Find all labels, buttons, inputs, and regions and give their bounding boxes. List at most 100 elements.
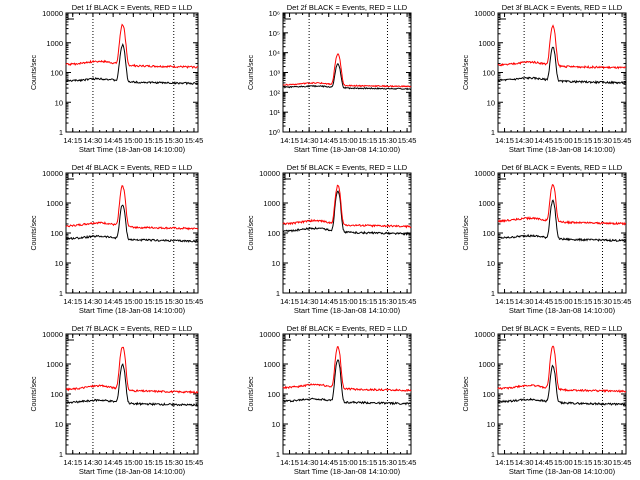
series-line-lld bbox=[282, 52, 412, 88]
y-tick-label: 10¹ bbox=[269, 108, 280, 117]
x-tick-label: 15:00 bbox=[554, 458, 573, 467]
x-axis-label: Start Time (18-Jan-08 14:10:00) bbox=[79, 145, 186, 154]
panel-title: Det 2f BLACK = Events, RED = LLD bbox=[287, 3, 408, 12]
x-tick-label: 15:15 bbox=[359, 136, 378, 145]
panel-title: Det 1f BLACK = Events, RED = LLD bbox=[72, 3, 193, 12]
x-tick-label: 15:45 bbox=[613, 458, 632, 467]
y-tick-label: 1 bbox=[491, 128, 495, 137]
y-tick-label: 100 bbox=[267, 229, 280, 238]
panel-det-9: 1 10 100 1000 10000 14:15 14:30 14:45 15:00 15:15… bbox=[463, 324, 631, 476]
y-tick-label: 100 bbox=[267, 390, 280, 399]
y-tick-label: 1 bbox=[491, 289, 495, 298]
x-tick-label: 14:45 bbox=[534, 136, 553, 145]
x-tick-label: 14:15 bbox=[280, 136, 299, 145]
x-tick-label: 15:00 bbox=[339, 297, 358, 306]
y-tick-label: 1 bbox=[59, 128, 63, 137]
y-tick-label: 10 bbox=[487, 98, 495, 107]
series-line-lld bbox=[65, 23, 199, 69]
series-line-lld bbox=[282, 345, 412, 393]
y-tick-label: 10000 bbox=[42, 169, 63, 178]
x-tick-label: 14:45 bbox=[534, 297, 553, 306]
x-tick-label: 15:30 bbox=[378, 458, 397, 467]
x-tick-label: 14:15 bbox=[63, 458, 82, 467]
x-tick-label: 14:30 bbox=[300, 136, 319, 145]
x-tick-label: 15:00 bbox=[124, 297, 143, 306]
series-line-events bbox=[65, 363, 199, 407]
y-axis-label: Counts/sec bbox=[463, 215, 470, 251]
series-line-events bbox=[65, 42, 199, 86]
y-axis-label: Counts/sec bbox=[31, 376, 38, 412]
x-tick-label: 15:30 bbox=[164, 136, 183, 145]
y-tick-label: 100 bbox=[482, 390, 495, 399]
x-tick-label: 14:15 bbox=[495, 458, 514, 467]
y-tick-label: 1 bbox=[59, 450, 63, 459]
panel-det-3: 1 10 100 1000 10000 14:15 14:30 14:45 15:00 15:15… bbox=[463, 3, 631, 154]
y-tick-label: 100 bbox=[482, 69, 495, 78]
y-tick-label: 10⁰ bbox=[269, 128, 280, 137]
corner-marker bbox=[67, 334, 74, 341]
x-tick-label: 15:30 bbox=[164, 458, 183, 467]
x-tick-label: 15:45 bbox=[185, 136, 204, 145]
plot-frame bbox=[65, 333, 199, 455]
x-tick-label: 15:30 bbox=[164, 297, 183, 306]
y-tick-label: 1 bbox=[491, 450, 495, 459]
x-tick-label: 15:45 bbox=[398, 136, 417, 145]
y-axis-label: Counts/sec bbox=[463, 376, 470, 412]
panel-title: Det 6f BLACK = Events, RED = LLD bbox=[502, 163, 623, 172]
x-axis-label: Start Time (18-Jan-08 14:10:00) bbox=[509, 467, 616, 476]
x-tick-label: 14:15 bbox=[495, 297, 514, 306]
x-tick-label: 14:45 bbox=[104, 136, 123, 145]
series-line-events bbox=[497, 364, 627, 407]
plot-frame bbox=[65, 12, 199, 133]
y-tick-label: 10⁵ bbox=[269, 29, 280, 38]
y-tick-label: 10000 bbox=[42, 9, 63, 18]
panel-det-5: 1 10 100 1000 10000 14:15 14:30 14:45 15:00 15:15… bbox=[248, 163, 416, 315]
series-line-lld bbox=[282, 184, 412, 229]
series-line-lld bbox=[65, 185, 199, 231]
plot-frame bbox=[65, 172, 199, 294]
y-tick-label: 1000 bbox=[263, 199, 280, 208]
x-tick-label: 15:00 bbox=[124, 458, 143, 467]
x-tick-label: 15:30 bbox=[378, 297, 397, 306]
y-tick-label: 100 bbox=[50, 69, 63, 78]
x-axis-label: Start Time (18-Jan-08 14:10:00) bbox=[509, 145, 616, 154]
x-tick-label: 15:30 bbox=[378, 136, 397, 145]
y-tick-label: 10⁴ bbox=[268, 49, 280, 58]
series-line-events bbox=[282, 63, 412, 91]
panel-det-7: 1 10 100 1000 10000 14:15 14:30 14:45 15:00 15:15… bbox=[31, 324, 203, 476]
y-axis-label: Counts/sec bbox=[248, 54, 255, 90]
x-tick-label: 15:15 bbox=[574, 458, 593, 467]
x-tick-label: 14:30 bbox=[300, 297, 319, 306]
y-tick-label: 1000 bbox=[46, 199, 63, 208]
y-axis-label: Counts/sec bbox=[248, 215, 255, 251]
series-line-lld bbox=[65, 346, 199, 395]
panel-title: Det 9f BLACK = Events, RED = LLD bbox=[502, 324, 623, 333]
y-tick-label: 10 bbox=[487, 259, 495, 268]
y-tick-label: 10³ bbox=[269, 69, 280, 78]
y-tick-label: 10000 bbox=[474, 169, 495, 178]
panel-det-4: 1 10 100 1000 10000 14:15 14:30 14:45 15:00 15:15… bbox=[31, 163, 203, 315]
x-tick-label: 14:45 bbox=[104, 458, 123, 467]
series-line-events bbox=[282, 359, 412, 406]
series-line-events bbox=[65, 204, 199, 243]
x-tick-label: 14:30 bbox=[300, 458, 319, 467]
x-axis-label: Start Time (18-Jan-08 14:10:00) bbox=[294, 306, 401, 315]
y-tick-label: 10 bbox=[272, 259, 280, 268]
x-tick-label: 15:15 bbox=[144, 297, 163, 306]
x-tick-label: 15:30 bbox=[593, 136, 612, 145]
y-tick-label: 1000 bbox=[478, 199, 495, 208]
panel-det-1: 1 10 100 1000 10000 14:15 14:30 14:45 15:00 15:15… bbox=[31, 3, 203, 154]
plot-frame bbox=[497, 12, 627, 133]
x-tick-label: 14:15 bbox=[63, 136, 82, 145]
y-tick-label: 10⁶ bbox=[269, 9, 280, 18]
panel-title: Det 4f BLACK = Events, RED = LLD bbox=[72, 163, 193, 172]
y-axis-label: Counts/sec bbox=[463, 54, 470, 90]
x-axis-label: Start Time (18-Jan-08 14:10:00) bbox=[294, 467, 401, 476]
plot-frame bbox=[282, 12, 412, 133]
y-tick-label: 1000 bbox=[478, 39, 495, 48]
x-tick-label: 15:00 bbox=[554, 297, 573, 306]
y-tick-label: 1000 bbox=[46, 39, 63, 48]
x-tick-label: 15:45 bbox=[185, 458, 204, 467]
x-tick-label: 15:00 bbox=[554, 136, 573, 145]
